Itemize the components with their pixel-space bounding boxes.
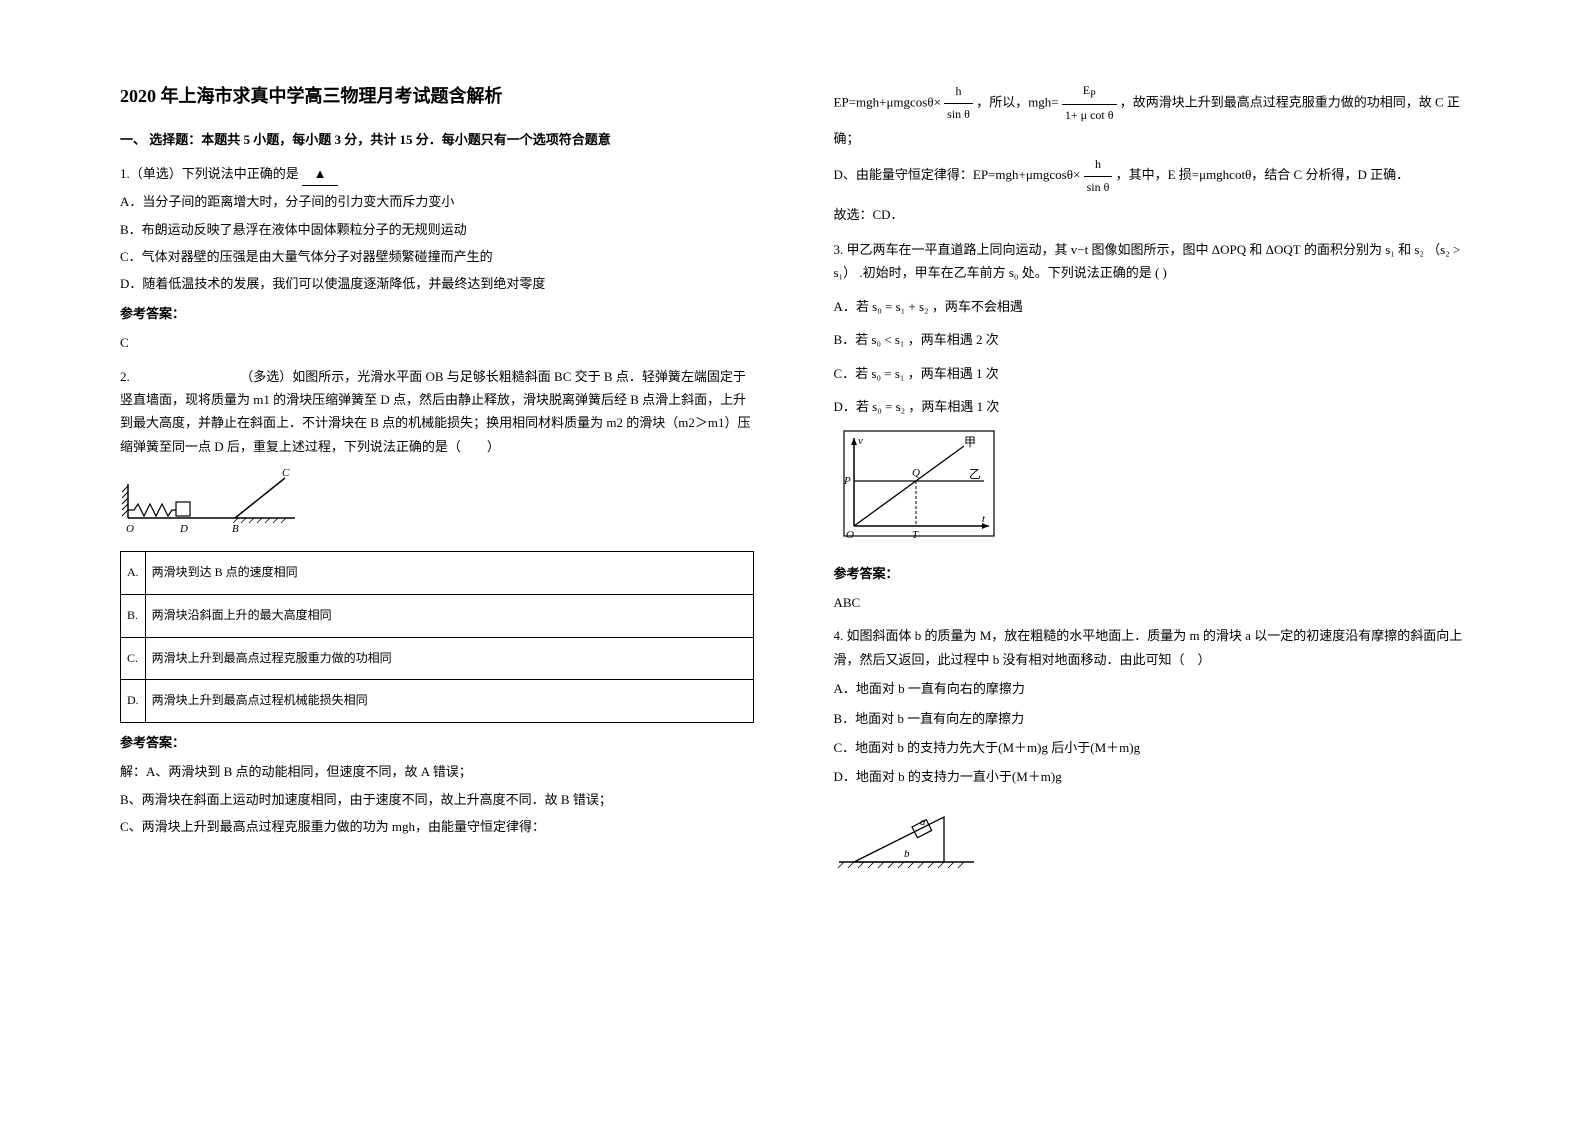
q3-label-P: P [843, 475, 851, 487]
q2-opt-a-label: A. [121, 552, 146, 595]
q2-frac1-num: h [944, 81, 973, 104]
q2-opt-d-label: D. [121, 680, 146, 723]
q3-a-post: ，两车不会相遇 [932, 299, 1023, 314]
q2-fracD-den: sin θ [1084, 177, 1113, 199]
q3-answer: ABC [834, 591, 1468, 614]
q3-label-O: O [846, 529, 854, 541]
question-1: 1.（单选）下列说法中正确的是 ▲ A．当分子间的距离增大时，分子间的引力变大而… [120, 162, 754, 355]
q3-a-pre: A．若 [834, 299, 869, 314]
q3-label-v: v [858, 435, 863, 447]
q1-opt-c: C．气体对器壁的压强是由大量气体分子对器壁频繁碰撞而产生的 [120, 245, 754, 268]
q2-frac2-num: EP [1062, 80, 1117, 105]
q3-opt-d: D．若 s₀ = s₂ ，两车相遇 1 次 [834, 395, 1468, 418]
q3-b-eq: s₀ < s₁ [871, 332, 904, 347]
q3-b-pre: B．若 [834, 332, 869, 347]
q3-stem-c: 的面积分别为 [1304, 242, 1382, 257]
q2-exp-a: 解：A、两滑块到 B 点的动能相同，但速度不同，故 A 错误； [120, 760, 754, 783]
q2-choose: 故选：CD． [834, 203, 1468, 226]
q3-opt-a: A．若 s₀ = s₁ + s₂ ，两车不会相遇 [834, 295, 1468, 318]
q2-opt-c-label: C. [121, 637, 146, 680]
q1-stem-text: 1.（单选）下列说法中正确的是 [120, 166, 299, 181]
q3-stem-b: 图像如图所示，图中 [1091, 242, 1208, 257]
q2-exp-d: D、由能量守恒定律得：EP=mgh+μmgcosθ× h sin θ ，其中，E… [834, 154, 1468, 198]
q3-vt: v−t [1071, 242, 1088, 257]
q3-label-yi: 乙 [969, 467, 981, 481]
q1-answer-label: 参考答案： [120, 302, 754, 325]
q2-label-B: B [232, 523, 239, 535]
q4-label-a: a [920, 816, 926, 828]
q4-opt-b: B．地面对 b 一直有向左的摩擦力 [834, 707, 1468, 730]
q3-c-pre: C．若 [834, 366, 869, 381]
q1-opt-b: B．布朗运动反映了悬浮在液体中固体颗粒分子的无规则运动 [120, 218, 754, 241]
q3-diagram: v t O P Q T 甲 乙 [834, 426, 1468, 553]
q2-frac1: h sin θ [944, 81, 973, 125]
q2-formula-line: EP=mgh+μmgcosθ× h sin θ ，所以，mgh= EP 1+ μ… [834, 80, 1468, 150]
q1-answer: C [120, 331, 754, 354]
q3-label-t: t [982, 513, 986, 525]
q1-blank: ▲ [302, 162, 338, 186]
q2-formula-prefix: EP=mgh+μmgcosθ× [834, 94, 941, 109]
q3-d-eq: s₀ = s₂ [872, 399, 905, 414]
q3-opt-c: C．若 s₀ = s₁ ，两车相遇 1 次 [834, 362, 1468, 385]
q3-c-eq: s₀ = s₁ [871, 366, 904, 381]
q3-label-jia: 甲 [964, 435, 976, 449]
q2-opt-b: 两滑块沿斜面上升的最大高度相同 [145, 595, 753, 638]
q2-opt-d: 两滑块上升到最高点过程机械能损失相同 [145, 680, 753, 723]
q3-s2: s₂ [1414, 242, 1424, 257]
page-title: 2020 年上海市求真中学高三物理月考试题含解析 [120, 80, 754, 112]
q2-diagram: O D B C [120, 466, 754, 543]
q3-c-post: ，两车相遇 1 次 [908, 366, 999, 381]
q3-tri2: ΔOQT [1266, 242, 1301, 257]
q3-label-Q: Q [912, 467, 920, 479]
q3-b-post: ，两车相遇 2 次 [908, 332, 999, 347]
q2-fracD-num: h [1084, 154, 1113, 177]
q3-and: 和 [1249, 242, 1262, 257]
question-2: 2. （多选）如图所示，光滑水平面 OB 与足够长粗糙斜面 BC 交于 B 点．… [120, 365, 754, 839]
q4-diagram: a b [834, 797, 1468, 884]
section-header: 一、 选择题：本题共 5 小题，每小题 3 分，共计 15 分．每小题只有一个选… [120, 128, 754, 151]
q3-s1: s₁ [1385, 242, 1395, 257]
q2-frac1-den: sin θ [944, 104, 973, 126]
q2-opt-c: 两滑块上升到最高点过程克服重力做的功相同 [145, 637, 753, 680]
q3-label-T: T [912, 529, 919, 541]
question-3: 3. 甲乙两车在一平直道路上同向运动，其 v−t 图像如图所示，图中 ΔOPQ … [834, 238, 1468, 615]
q3-stem-e: 处。下列说法正确的是 ( ) [1022, 265, 1167, 280]
q1-opt-d: D．随着低温技术的发展，我们可以使温度逐渐降低，并最终达到绝对零度 [120, 272, 754, 295]
q2-opt-b-label: B. [121, 595, 146, 638]
q3-d-post: ，两车相遇 1 次 [908, 399, 999, 414]
q4-label-b: b [904, 848, 910, 860]
q2-exp-c: C、两滑块上升到最高点过程克服重力做的功为 mgh，由能量守恒定律得： [120, 815, 754, 838]
q4-opt-c: C．地面对 b 的支持力先大于(M＋m)g 后小于(M＋m)g [834, 736, 1468, 759]
q2-label-D: D [179, 523, 188, 535]
q2-formula-mid: ，所以，mgh= [976, 94, 1058, 109]
q2-answer-label: 参考答案： [120, 731, 754, 754]
q3-and2: 和 [1398, 242, 1411, 257]
q2-expd-suffix: ，其中，E 损=μmghcotθ，结合 C 分析得，D 正确． [1116, 167, 1410, 182]
q4-stem: 4. 如图斜面体 b 的质量为 M，放在粗糙的水平地面上．质量为 m 的滑块 a… [834, 624, 1468, 671]
q3-stem: 3. 甲乙两车在一平直道路上同向运动，其 v−t 图像如图所示，图中 ΔOPQ … [834, 238, 1468, 285]
q3-a-eq: s₀ = s₁ + s₂ [872, 299, 928, 314]
q2-options-table: A.两滑块到达 B 点的速度相同 B.两滑块沿斜面上升的最大高度相同 C.两滑块… [120, 551, 754, 722]
q4-opt-a: A．地面对 b 一直有向右的摩擦力 [834, 677, 1468, 700]
q2-frac2: EP 1+ μ cot θ [1062, 80, 1117, 127]
q2-exp-b: B、两滑块在斜面上运动时加速度相同，由于速度不同，故上升高度不同．故 B 错误； [120, 788, 754, 811]
question-4: 4. 如图斜面体 b 的质量为 M，放在粗糙的水平地面上．质量为 m 的滑块 a… [834, 624, 1468, 884]
q2-label-O: O [126, 523, 134, 535]
q1-stem: 1.（单选）下列说法中正确的是 ▲ [120, 162, 754, 186]
q2-label-C: C [282, 467, 290, 479]
q4-opt-d: D．地面对 b 的支持力一直小于(M＋m)g [834, 765, 1468, 788]
q3-tri1: ΔOPQ [1212, 242, 1246, 257]
q3-stem-d: .初始时，甲车在乙车前方 [859, 265, 1005, 280]
q3-opt-b: B．若 s₀ < s₁ ，两车相遇 2 次 [834, 328, 1468, 351]
q3-stem-a: 3. 甲乙两车在一平直道路上同向运动，其 [834, 242, 1068, 257]
q2-fracD: h sin θ [1084, 154, 1113, 198]
q2-stem: 2. （多选）如图所示，光滑水平面 OB 与足够长粗糙斜面 BC 交于 B 点．… [120, 365, 754, 459]
q3-d-pre: D．若 [834, 399, 869, 414]
q3-answer-label: 参考答案： [834, 562, 1468, 585]
q2-opt-a: 两滑块到达 B 点的速度相同 [145, 552, 753, 595]
q3-s0: s₀ [1009, 265, 1019, 280]
q1-opt-a: A．当分子间的距离增大时，分子间的引力变大而斥力变小 [120, 190, 754, 213]
q2-expd-prefix: D、由能量守恒定律得：EP=mgh+μmgcosθ× [834, 167, 1081, 182]
q2-frac2-den: 1+ μ cot θ [1062, 105, 1117, 127]
